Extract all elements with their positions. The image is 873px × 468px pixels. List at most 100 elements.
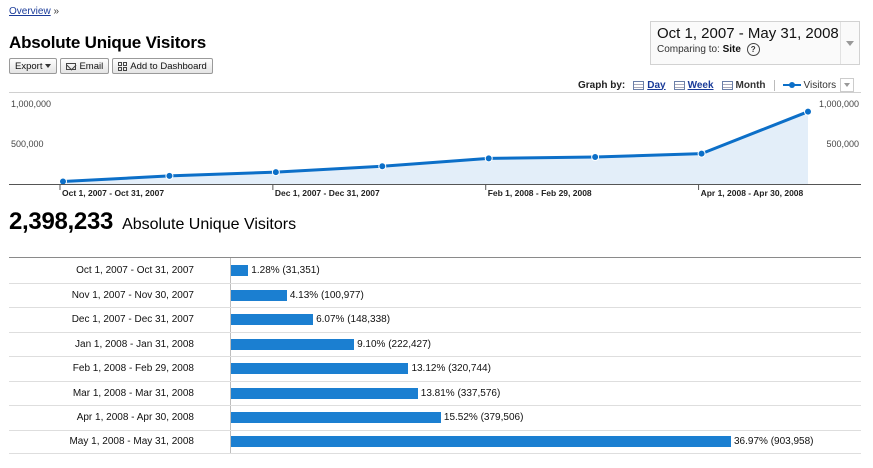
envelope-icon [66,62,77,70]
chevron-down-icon [45,64,52,68]
row-bar-cell: 4.13% (100,977) [230,283,861,307]
row-bar-cell: 1.28% (31,351) [230,258,861,283]
x-tick-label: Apr 1, 2008 - Apr 30, 2008 [701,188,804,198]
chevron-down-icon [846,40,854,46]
row-bar-cell: 9.10% (222,427) [230,332,861,356]
metric-label: Visitors [803,79,837,91]
chevron-down-icon [844,83,851,87]
export-label: Export [15,60,43,72]
page-title: Absolute Unique Visitors [9,33,207,52]
calendar-icon [633,80,645,90]
breadcrumb: Overview » [9,6,59,17]
total-label: Absolute Unique Visitors [122,216,297,233]
add-to-dashboard-label: Add to Dashboard [130,60,207,72]
row-bar [231,314,314,326]
row-bar-cell: 15.52% (379,506) [230,406,861,430]
breadcrumb-overview-link[interactable]: Overview [9,6,51,17]
email-label: Email [79,60,104,72]
date-range-selector[interactable]: Oct 1, 2007 - May 31, 2008 Comparing to:… [650,21,860,65]
y-tick-label-right: 1,000,000 [819,99,859,109]
row-date: Feb 1, 2008 - Feb 29, 2008 [72,363,194,375]
line-series-icon [782,82,801,88]
row-value: 13.12% (320,744) [411,363,491,375]
y-tick-label-left: 500,000 [11,139,44,149]
date-range-text: Oct 1, 2007 - May 31, 2008 [657,25,839,42]
data-point [271,168,280,177]
table-row: Mar 1, 2008 - Mar 31, 2008 13.81% (337,57… [9,380,861,405]
graph-by-month-label: Month [735,79,766,91]
metric-dropdown[interactable] [840,78,855,92]
breadcrumb-separator: » [53,6,60,17]
calendar-icon [673,80,685,90]
row-date: Dec 1, 2007 - Dec 31, 2007 [71,314,194,326]
table-row: Dec 1, 2007 - Dec 31, 2007 6.07% (148,338… [9,307,861,332]
row-value: 15.52% (379,506) [443,412,524,424]
graph-by-label: Graph by: [578,79,626,91]
calendar-icon [721,80,733,90]
x-tick-label: Dec 1, 2007 - Dec 31, 2007 [275,188,380,198]
total-value: 2,398,233 [9,208,114,235]
table-row: Feb 1, 2008 - Feb 29, 2008 13.12% (320,74… [9,356,861,381]
row-bar-cell: 13.12% (320,744) [230,357,861,381]
row-date: Nov 1, 2007 - Nov 30, 2007 [71,289,194,301]
y-tick-label-right: 500,000 [826,139,859,149]
email-button[interactable]: Email [60,58,110,74]
dashboard-icon [118,61,128,71]
row-value: 4.13% (100,977) [289,289,364,301]
graph-by-day-label: Day [647,79,666,91]
graph-by-day[interactable]: Day [633,79,666,91]
add-to-dashboard-button[interactable]: Add to Dashboard [112,58,213,74]
row-value: 6.07% (148,338) [316,314,391,326]
row-value: 13.81% (337,576) [420,387,501,399]
series-line-visitors [62,110,809,183]
visitors-line-chart: 500,000 500,000 1,000,000 1,000,000 Oct 1, 2… [9,92,861,198]
row-bar-cell: 13.81% (337,576) [230,381,861,405]
table-row: Apr 1, 2008 - Apr 30, 2008 15.52% (379,50… [9,405,861,430]
row-date: Apr 1, 2008 - Apr 30, 2008 [76,412,194,424]
row-date: Jan 1, 2008 - Jan 31, 2008 [75,338,194,350]
row-bar [231,338,355,350]
x-tick-label: Oct 1, 2007 - Oct 31, 2007 [62,188,164,198]
comparison-value: Site [722,44,741,56]
graph-by-week-label: Week [687,79,714,91]
data-point [484,154,493,163]
divider [773,79,775,91]
row-bar [231,264,249,276]
metric-selector[interactable]: Visitors [782,79,837,91]
graph-by-month: Month [721,79,766,91]
row-bar [231,436,731,448]
help-icon[interactable]: ? [746,43,760,56]
data-point [378,162,387,171]
row-bar [231,387,418,399]
visitors-table: Oct 1, 2007 - Oct 31, 2007 1.28% (31,351)… [9,257,861,454]
row-value: 1.28% (31,351) [251,264,320,276]
row-date: May 1, 2008 - May 31, 2008 [69,436,194,448]
row-bar [231,363,409,375]
data-point [697,149,706,158]
data-point [804,107,812,116]
series-area [63,111,808,184]
y-tick-label-left: 1,000,000 [11,99,51,109]
data-point [591,152,600,161]
data-point [165,171,174,180]
comparison-text: Comparing to: Site ? [657,43,760,56]
date-range-dropdown[interactable] [840,22,859,64]
row-value: 9.10% (222,427) [357,338,432,350]
row-bar-cell: 36.97% (903,958) [230,430,861,453]
data-point [59,177,67,186]
row-date: Oct 1, 2007 - Oct 31, 2007 [76,264,194,276]
export-button[interactable]: Export [9,58,58,74]
table-row: May 1, 2008 - May 31, 2008 36.97% (903,95… [9,429,861,454]
row-value: 36.97% (903,958) [734,436,814,448]
row-bar [231,289,287,301]
table-row: Oct 1, 2007 - Oct 31, 2007 1.28% (31,351) [9,258,861,283]
comparison-label: Comparing to: [657,44,720,56]
table-row: Jan 1, 2008 - Jan 31, 2008 9.10% (222,427… [9,331,861,356]
row-date: Mar 1, 2008 - Mar 31, 2008 [72,387,194,399]
x-tick-label: Feb 1, 2008 - Feb 29, 2008 [488,188,592,198]
row-bar [231,412,441,424]
graph-by-controls: Graph by: Day Week Month Visitors [578,78,855,92]
total-summary: 2,398,233 Absolute Unique Visitors [9,208,296,236]
table-row: Nov 1, 2007 - Nov 30, 2007 4.13% (100,977… [9,282,861,307]
graph-by-week[interactable]: Week [673,79,714,91]
